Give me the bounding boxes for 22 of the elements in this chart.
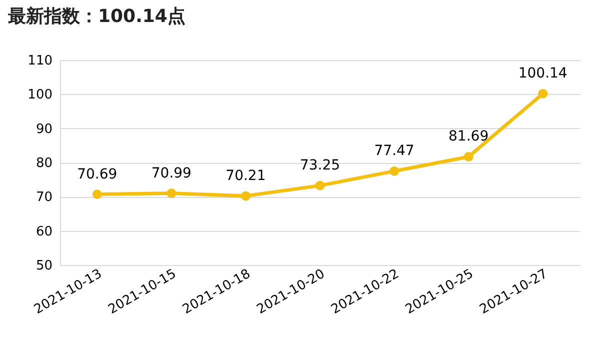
y-tick-label: 70: [36, 190, 52, 206]
point: [538, 88, 548, 98]
point: [390, 166, 400, 176]
data-label: 70.99: [151, 165, 192, 182]
data-label: 77.47: [374, 143, 414, 160]
y-tick-label: 50: [36, 258, 52, 274]
y-tick-label: 100: [28, 88, 52, 103]
y-tick-label: 110: [28, 54, 52, 68]
point: [240, 191, 250, 201]
data-label: 73.25: [300, 158, 340, 174]
point: [166, 188, 176, 198]
y-tick-label: 90: [36, 122, 52, 137]
point: [92, 190, 102, 200]
data-label: 100.14: [518, 66, 568, 82]
y-tick-label: 60: [36, 224, 52, 240]
data-label: 70.69: [77, 166, 118, 182]
data-label: 70.21: [226, 168, 266, 184]
data-label: 81.69: [448, 128, 489, 145]
chart-title: 最新指数：100.14点: [7, 6, 186, 27]
point: [315, 180, 325, 190]
y-tick-label: 80: [36, 156, 52, 171]
point: [464, 152, 474, 162]
